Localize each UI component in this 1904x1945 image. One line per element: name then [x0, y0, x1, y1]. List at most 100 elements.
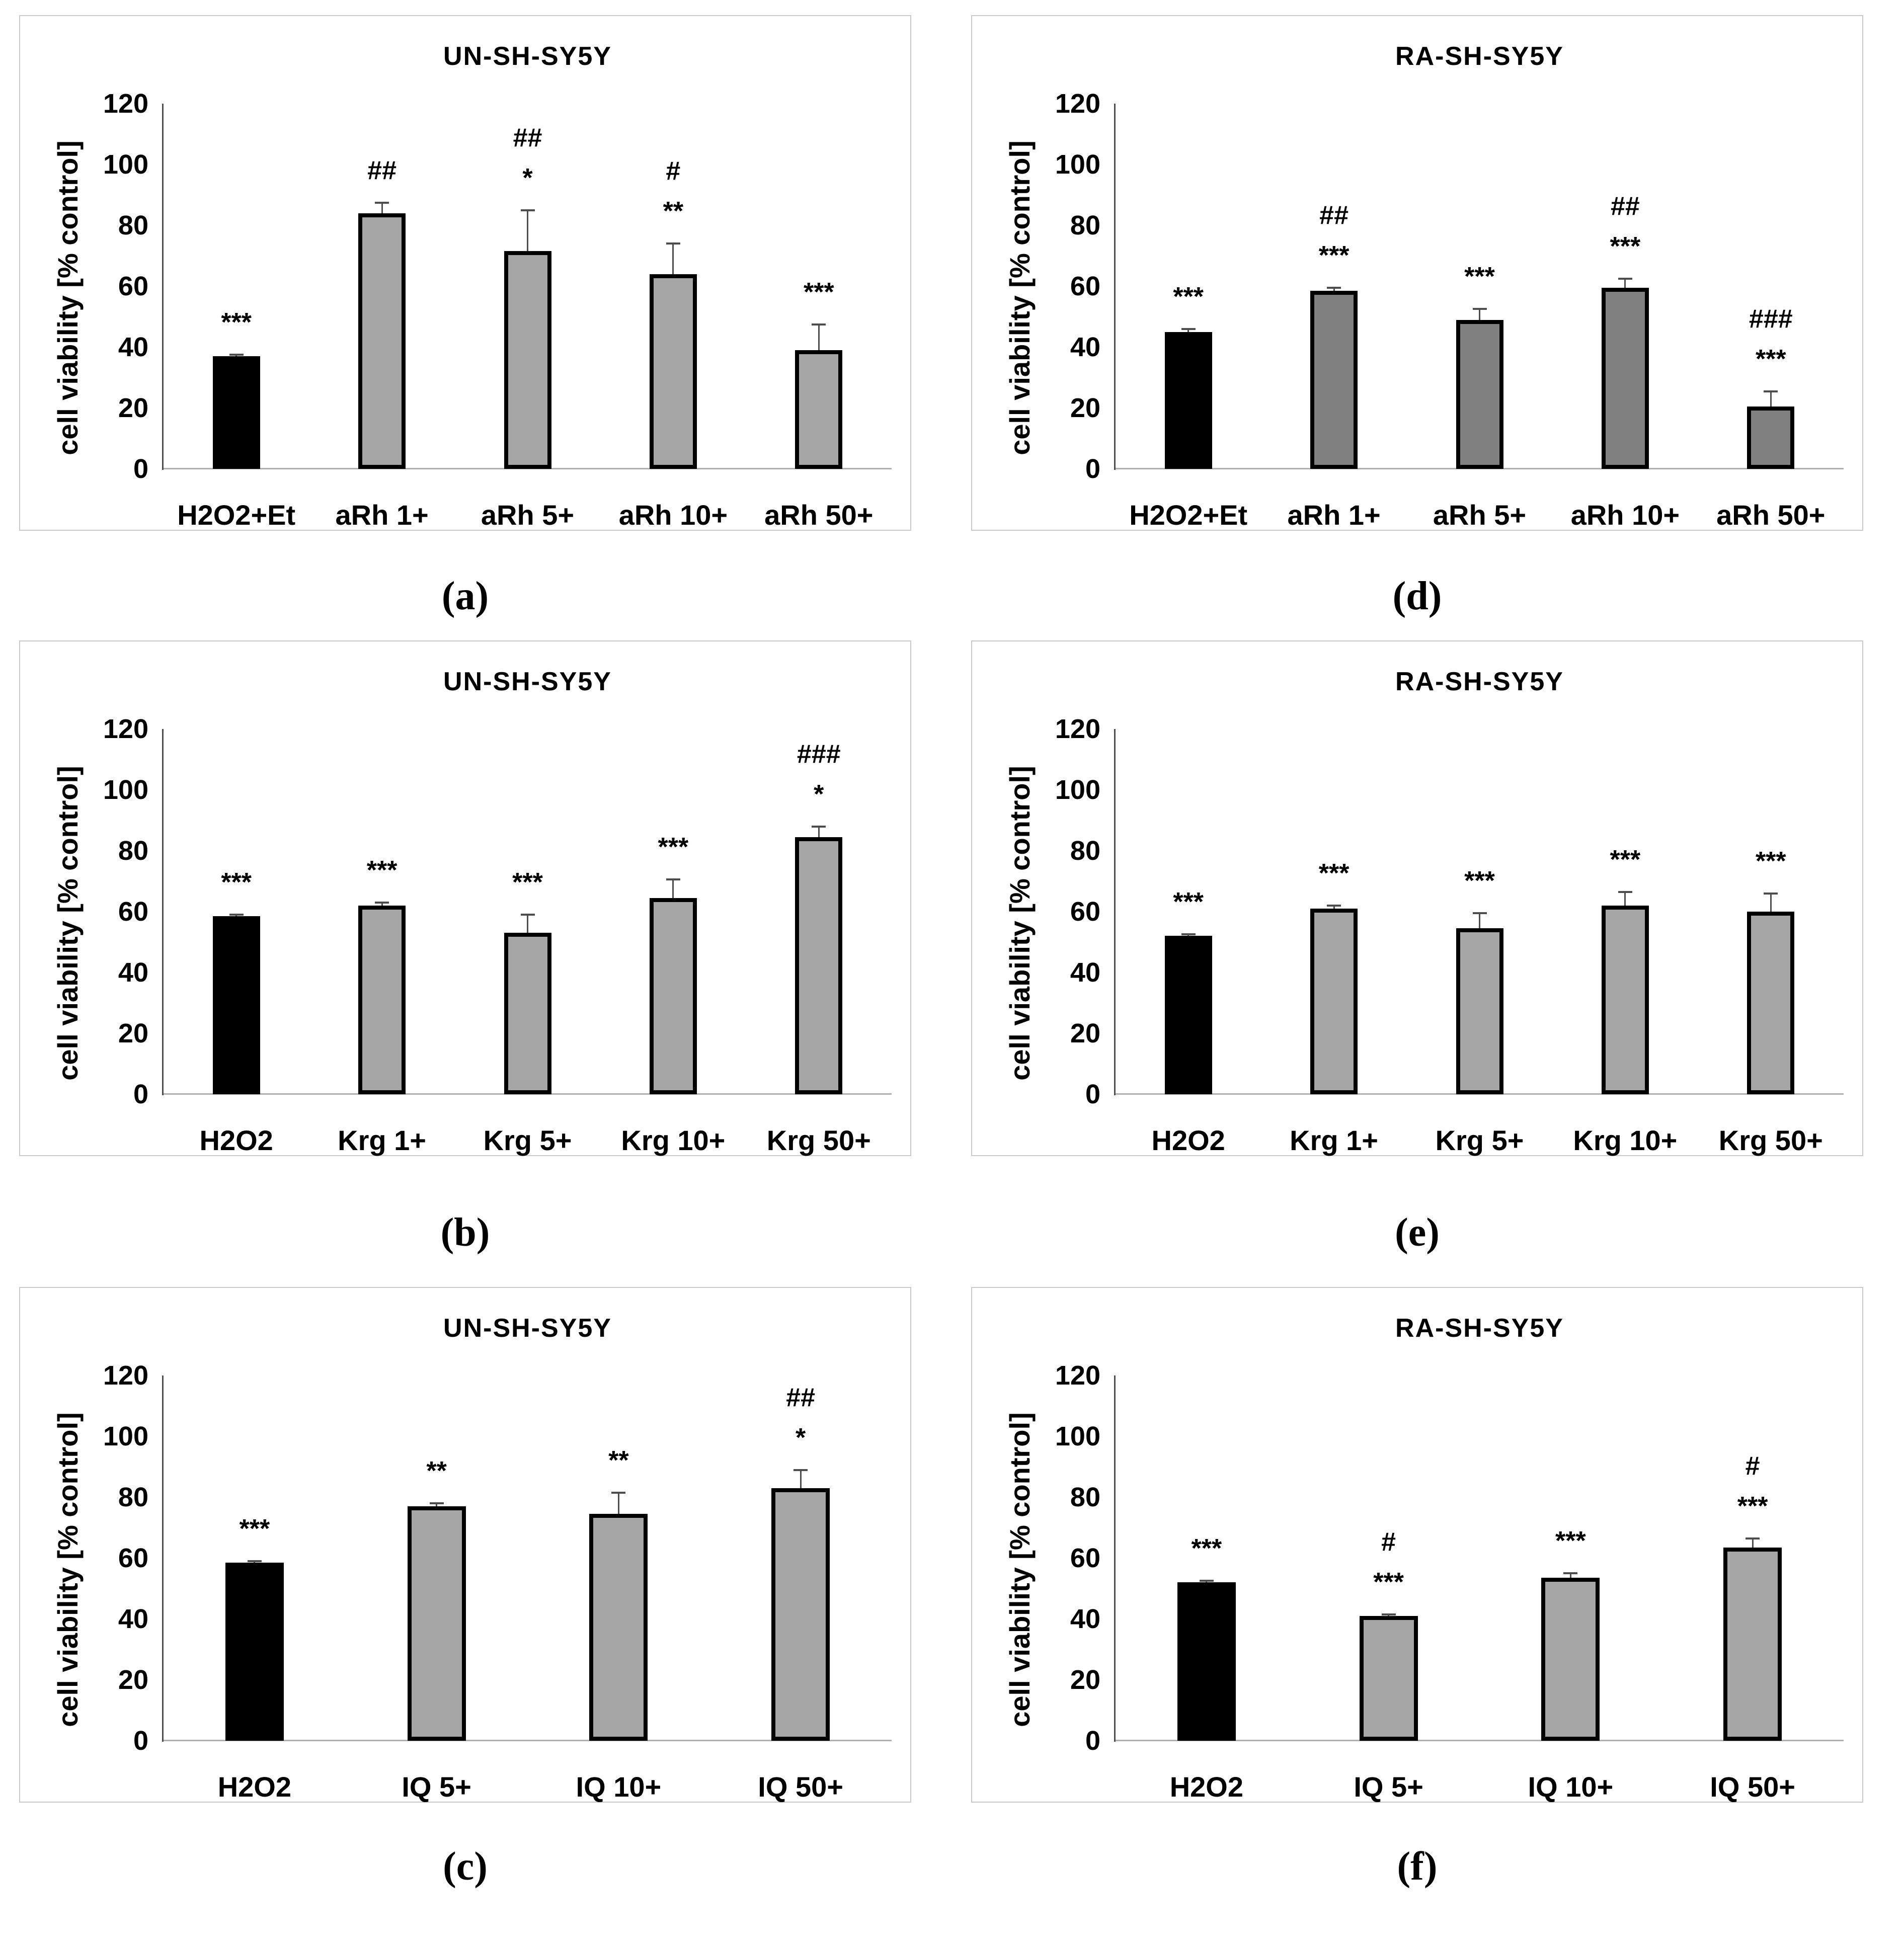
- significance-annotation: **: [663, 197, 684, 226]
- y-tick-label: 60: [118, 271, 148, 301]
- significance-annotation: ##: [1610, 191, 1640, 221]
- y-tick-label: 20: [1070, 1018, 1100, 1048]
- y-tick-label: 100: [103, 1421, 148, 1451]
- y-tick-label: 100: [103, 149, 148, 180]
- error-bar-cap: [812, 323, 826, 326]
- y-tick-label: 100: [1055, 149, 1100, 180]
- y-tick-label: 0: [133, 1726, 148, 1756]
- x-category-label: aRh 1+: [1287, 499, 1381, 531]
- error-bar: [1770, 391, 1772, 407]
- error-bar-cap: [1472, 912, 1487, 915]
- error-bar: [436, 1503, 438, 1507]
- x-category-label: IQ 50+: [758, 1771, 843, 1803]
- x-category-label: aRh 50+: [1716, 499, 1826, 531]
- error-bar-cap: [1618, 890, 1632, 893]
- error-bar-cap: [1181, 328, 1196, 330]
- x-category-label: aRh 50+: [764, 499, 874, 531]
- x-axis-line: [164, 1740, 892, 1741]
- significance-annotation: ***: [1737, 1491, 1768, 1521]
- bar: [212, 356, 260, 469]
- bar: [771, 1488, 830, 1741]
- y-tick-label: 20: [118, 1665, 148, 1695]
- x-category-label: H2O2: [217, 1771, 292, 1803]
- x-category-label: aRh 5+: [481, 499, 575, 531]
- chart-title: UN-SH-SY5Y: [443, 42, 612, 71]
- x-axis-line: [1116, 1740, 1844, 1741]
- chart-title: RA-SH-SY5Y: [1395, 1314, 1564, 1343]
- bar: [795, 837, 843, 1094]
- bar: [1177, 1582, 1236, 1741]
- bar: [504, 251, 551, 469]
- bar: [1601, 288, 1649, 469]
- x-category-label: IQ 10+: [576, 1771, 662, 1803]
- y-tick-label: 60: [1070, 1543, 1100, 1573]
- x-category-label: Krg 1+: [1290, 1124, 1379, 1156]
- error-bar-cap: [520, 914, 535, 916]
- x-category-label: Krg 50+: [1718, 1124, 1823, 1156]
- y-axis-line: [162, 1375, 164, 1742]
- significance-annotation: ***: [658, 833, 689, 862]
- y-tick-label: 100: [1055, 775, 1100, 805]
- y-tick-label: 60: [118, 1543, 148, 1573]
- bar: [1723, 1547, 1782, 1741]
- bar: [225, 1563, 284, 1741]
- y-axis-line: [1114, 104, 1116, 470]
- y-tick-label: 40: [1070, 957, 1100, 988]
- x-category-label: IQ 5+: [402, 1771, 471, 1803]
- y-tick-label: 120: [103, 89, 148, 119]
- bar: [1456, 319, 1503, 469]
- significance-annotation: **: [608, 1445, 629, 1475]
- significance-annotation: ##: [1319, 201, 1349, 230]
- significance-annotation: ##: [367, 155, 397, 185]
- bar: [1541, 1578, 1600, 1741]
- error-bar-cap: [247, 1560, 262, 1563]
- error-bar-cap: [1472, 308, 1487, 310]
- error-bar-cap: [794, 1469, 808, 1471]
- y-tick-label: 20: [1070, 393, 1100, 423]
- significance-annotation: ##: [786, 1383, 816, 1412]
- x-category-label: IQ 50+: [1710, 1771, 1795, 1803]
- y-tick-label: 60: [118, 897, 148, 927]
- y-tick-label: 0: [133, 454, 148, 484]
- y-tick-label: 40: [118, 332, 148, 362]
- error-bar: [1187, 329, 1189, 332]
- y-tick-label: 120: [1055, 1360, 1100, 1391]
- panel-letter-c: (c): [443, 1844, 488, 1889]
- x-category-label: aRh 10+: [618, 499, 728, 531]
- y-tick-label: 40: [118, 957, 148, 988]
- error-bar-cap: [1327, 904, 1341, 907]
- significance-annotation: ***: [1464, 262, 1495, 292]
- x-category-label: aRh 10+: [1570, 499, 1680, 531]
- bar: [1164, 332, 1212, 469]
- error-bar: [1569, 1573, 1571, 1578]
- y-tick-label: 120: [103, 714, 148, 744]
- bar: [1747, 406, 1795, 469]
- bar: [1747, 912, 1795, 1094]
- y-tick-label: 0: [1085, 1079, 1100, 1109]
- bar: [212, 916, 260, 1094]
- bar: [358, 905, 406, 1094]
- error-bar-cap: [611, 1491, 626, 1494]
- significance-annotation: ***: [1318, 241, 1350, 271]
- significance-annotation: ***: [1555, 1526, 1586, 1556]
- significance-annotation: ***: [1373, 1567, 1404, 1597]
- plot-area: 0 20 40 60 80 100 120 *** H2O2 *** Krg 1+ *** Krg 5+…: [20, 641, 910, 1156]
- bar: [1164, 936, 1212, 1094]
- x-category-label: IQ 5+: [1354, 1771, 1423, 1803]
- x-category-label: aRh 1+: [335, 499, 429, 531]
- x-category-label: Krg 10+: [1573, 1124, 1678, 1156]
- y-tick-label: 20: [118, 393, 148, 423]
- error-bar: [800, 1470, 802, 1488]
- significance-annotation: ***: [366, 855, 398, 885]
- significance-annotation: ##: [513, 123, 542, 152]
- y-tick-label: 80: [1070, 1482, 1100, 1512]
- error-bar: [527, 915, 528, 933]
- plot-area: 0 20 40 60 80 100 120 *** H2O2 # *** IQ 5+ *** IQ 10+…: [972, 1288, 1862, 1802]
- bar: [358, 213, 406, 469]
- error-bar-cap: [1327, 287, 1341, 289]
- panel-letter-b: (b): [440, 1210, 490, 1255]
- error-bar-cap: [1746, 1537, 1760, 1539]
- y-tick-label: 80: [118, 210, 148, 240]
